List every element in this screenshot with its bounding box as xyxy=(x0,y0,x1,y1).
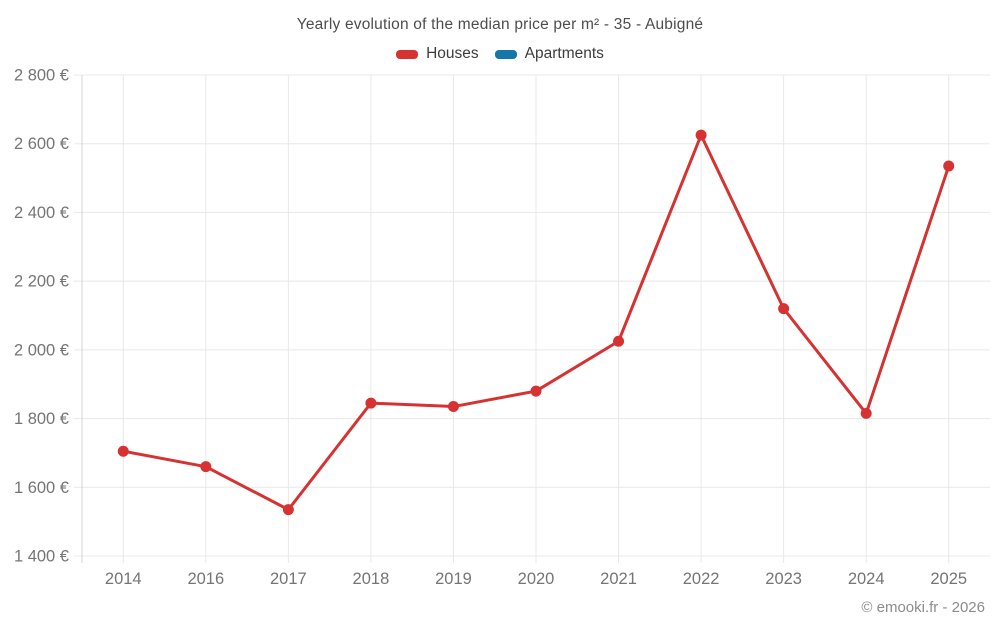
data-point-houses-2018[interactable] xyxy=(365,397,377,409)
y-tick-label: 2 600 € xyxy=(14,135,69,153)
y-tick-label: 1 400 € xyxy=(14,548,69,566)
apartments-series-swatch-icon xyxy=(494,49,517,59)
data-point-houses-2024[interactable] xyxy=(860,407,872,419)
y-tick-label: 2 200 € xyxy=(14,273,69,291)
x-tick-label: 2021 xyxy=(600,570,637,588)
legend-label-houses: Houses xyxy=(426,45,479,62)
x-tick-label: 2020 xyxy=(518,570,555,588)
data-point-houses-2014[interactable] xyxy=(117,445,129,457)
x-tick-label: 2023 xyxy=(765,570,802,588)
data-point-houses-2017[interactable] xyxy=(282,504,294,516)
x-tick-label: 2022 xyxy=(683,570,720,588)
x-tick-label: 2024 xyxy=(848,570,885,588)
x-tick-label: 2018 xyxy=(353,570,390,588)
houses-series-swatch-icon xyxy=(396,49,419,59)
y-tick-label: 1 800 € xyxy=(14,410,69,428)
data-point-houses-2019[interactable] xyxy=(447,401,459,413)
y-tick-label: 2 400 € xyxy=(14,204,69,222)
copyright-footer: © emooki.fr - 2026 xyxy=(861,599,985,616)
x-tick-label: 2014 xyxy=(105,570,142,588)
x-tick-label: 2025 xyxy=(930,570,967,588)
x-tick-label: 2019 xyxy=(435,570,472,588)
y-tick-label: 2 800 € xyxy=(14,67,69,85)
data-point-houses-2022[interactable] xyxy=(695,129,707,141)
data-point-houses-2020[interactable] xyxy=(530,385,542,397)
x-tick-label: 2017 xyxy=(270,570,307,588)
legend-item-apartments[interactable]: Apartments xyxy=(494,45,604,63)
chart-legend: Houses Apartments xyxy=(0,45,1000,63)
legend-label-apartments: Apartments xyxy=(524,45,604,62)
data-point-houses-2021[interactable] xyxy=(613,335,625,347)
legend-item-houses[interactable]: Houses xyxy=(396,45,479,63)
chart-title: Yearly evolution of the median price per… xyxy=(296,16,704,33)
data-point-houses-2016[interactable] xyxy=(200,461,212,473)
data-point-houses-2023[interactable] xyxy=(778,303,790,315)
y-tick-label: 2 000 € xyxy=(14,341,69,359)
x-tick-label: 2016 xyxy=(187,570,224,588)
y-tick-label: 1 600 € xyxy=(14,479,69,497)
data-point-houses-2025[interactable] xyxy=(943,160,955,172)
